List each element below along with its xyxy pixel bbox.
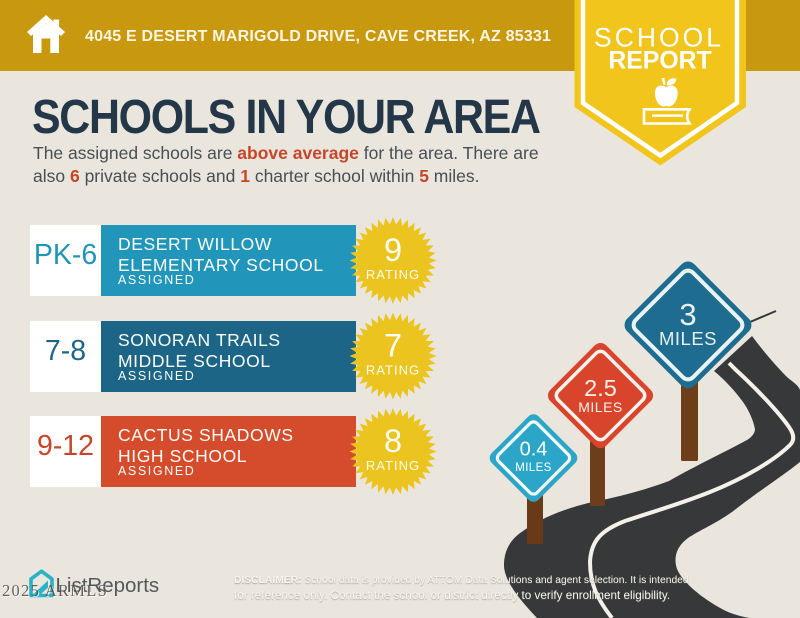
svg-text:MILES: MILES xyxy=(515,462,552,474)
svg-text:RATING: RATING xyxy=(366,267,420,282)
svg-text:9: 9 xyxy=(384,232,402,268)
svg-text:3: 3 xyxy=(679,297,696,332)
svg-text:2.5: 2.5 xyxy=(584,375,617,401)
svg-text:8: 8 xyxy=(384,423,402,459)
svg-text:MILES: MILES xyxy=(659,328,717,349)
svg-text:SCHOOL: SCHOOL xyxy=(594,23,724,53)
svg-text:RATING: RATING xyxy=(366,363,420,378)
svg-text:7: 7 xyxy=(384,328,402,364)
svg-text:0.4: 0.4 xyxy=(520,439,548,461)
svg-text:MILES: MILES xyxy=(578,399,623,415)
svg-text:ListReports: ListReports xyxy=(56,574,160,597)
svg-text:REPORT: REPORT xyxy=(608,48,711,75)
svg-text:RATING: RATING xyxy=(366,458,420,473)
